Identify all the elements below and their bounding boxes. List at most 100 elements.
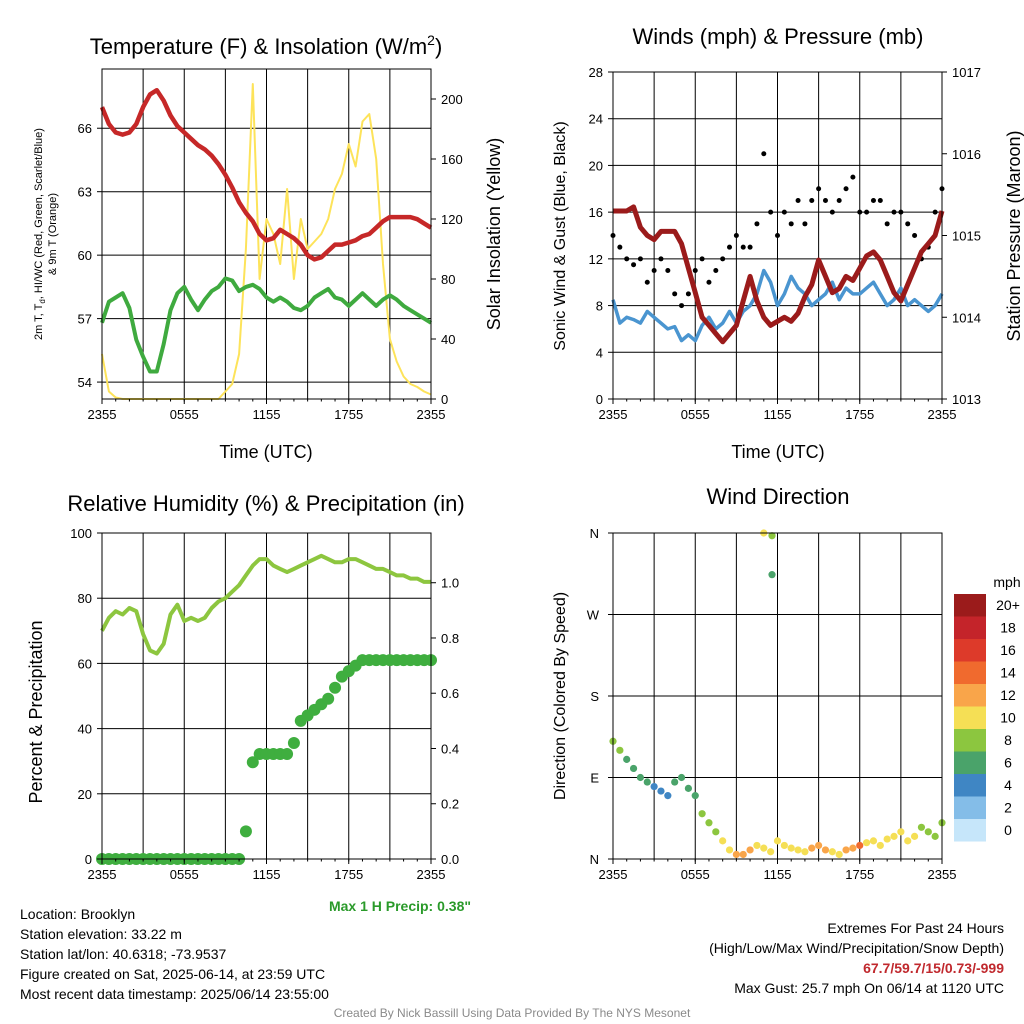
gust-point bbox=[795, 197, 801, 203]
legend-swatch bbox=[954, 639, 986, 662]
gust-point bbox=[651, 268, 657, 274]
direction-point bbox=[821, 846, 830, 854]
extremes-info: Extremes For Past 24 Hours (High/Low/Max… bbox=[709, 918, 1004, 998]
y-tick-label: 0 bbox=[596, 392, 603, 407]
x-tick-label: 1755 bbox=[334, 407, 363, 422]
humidity-ticks: 2355 0555 1155 1755 23550204060801000.00.20.… bbox=[70, 526, 459, 882]
direction-point bbox=[746, 846, 754, 854]
gust-point bbox=[754, 221, 760, 227]
y-tick-label: N bbox=[590, 852, 599, 867]
direction-point bbox=[671, 778, 679, 786]
gust-point bbox=[877, 197, 883, 203]
y2-tick-label: 40 bbox=[441, 332, 455, 347]
gust-point bbox=[740, 244, 746, 250]
x-tick-label: 2355 bbox=[599, 407, 628, 422]
gust-point bbox=[665, 268, 671, 274]
x-tick-label: 1755 bbox=[334, 867, 363, 882]
x-tick-label: 2355 bbox=[88, 407, 117, 422]
legend-label: 14 bbox=[1000, 665, 1016, 681]
gust-point bbox=[857, 209, 863, 215]
direction-point bbox=[650, 782, 658, 791]
x-tick-label: 1155 bbox=[253, 407, 281, 422]
direction-point bbox=[739, 850, 747, 859]
y-tick-label: N bbox=[590, 526, 599, 541]
gust-point bbox=[644, 279, 650, 285]
humidity-ylabel: Percent & Precipitation bbox=[26, 620, 46, 803]
direction-point bbox=[691, 792, 699, 800]
temperature-ylabel-line2: & 9m T (Orange) bbox=[47, 193, 59, 275]
y2-tick-label: 0.4 bbox=[441, 741, 459, 756]
direction-point bbox=[842, 846, 850, 854]
legend-swatch bbox=[954, 594, 986, 617]
temperature-ylabel: 2m T, Td, HI/WC (Red, Green, Scarlet/Blu… bbox=[33, 128, 47, 340]
gust-point bbox=[775, 233, 780, 238]
gust-point bbox=[884, 221, 890, 227]
direction-point bbox=[712, 828, 720, 836]
x-tick-label: 0555 bbox=[170, 407, 199, 422]
direction-grid bbox=[613, 532, 942, 860]
winds-panel: Winds (mph) & Pressure (mb) 2355 0555 1155… bbox=[552, 24, 1024, 462]
temperature-grid bbox=[102, 69, 431, 399]
gust-point bbox=[912, 233, 918, 238]
latlon-text: Station lat/lon: 40.6318; -73.9537 bbox=[20, 946, 227, 962]
legend-label: 16 bbox=[1000, 642, 1016, 658]
location-text: Location: Brooklyn bbox=[20, 906, 136, 922]
direction-point bbox=[773, 837, 782, 845]
direction-point bbox=[924, 828, 932, 836]
x-tick-label: 0555 bbox=[681, 867, 710, 882]
direction-panel: Wind Direction 2355 0555 1155 1755 2355NESWN… bbox=[552, 484, 1021, 882]
direction-point bbox=[698, 810, 706, 818]
legend-swatch bbox=[954, 796, 986, 819]
direction-point bbox=[910, 832, 919, 840]
x-tick-label: 2355 bbox=[88, 867, 117, 882]
humidity-title: Relative Humidity (%) & Precipitation (i… bbox=[67, 491, 464, 516]
direction-point bbox=[664, 792, 672, 800]
gust-point bbox=[617, 244, 623, 250]
direction-point bbox=[643, 778, 651, 786]
gust-point bbox=[761, 151, 767, 157]
direction-point bbox=[815, 841, 823, 850]
x-tick-label: 1755 bbox=[845, 407, 874, 422]
legend-swatch bbox=[954, 706, 986, 729]
y-tick-label: 8 bbox=[596, 299, 603, 314]
direction-point bbox=[801, 848, 809, 856]
legend-label: 4 bbox=[1004, 777, 1012, 793]
y2-tick-label: 200 bbox=[441, 92, 463, 107]
winds-title: Winds (mph) & Pressure (mb) bbox=[633, 24, 924, 49]
gust-point bbox=[624, 256, 630, 262]
direction-point bbox=[917, 823, 926, 831]
direction-point bbox=[705, 819, 713, 827]
legend-label: 10 bbox=[1000, 710, 1016, 726]
legend-swatch bbox=[954, 616, 986, 639]
wind-line bbox=[611, 268, 944, 343]
gust-point bbox=[713, 268, 719, 274]
gust-point bbox=[836, 197, 842, 203]
direction-point bbox=[869, 837, 878, 845]
y-tick-label: 16 bbox=[589, 205, 603, 220]
y2-tick-label: 0.2 bbox=[441, 797, 459, 812]
direction-point bbox=[931, 832, 939, 840]
x-tick-label: 1155 bbox=[764, 407, 792, 422]
precip-point bbox=[322, 692, 335, 705]
temperature-line bbox=[99, 87, 433, 262]
legend-swatch bbox=[954, 661, 986, 684]
legend-swatch bbox=[954, 819, 986, 842]
y-tick-label: 80 bbox=[78, 591, 92, 606]
direction-point bbox=[856, 841, 864, 850]
y-tick-label: W bbox=[587, 608, 600, 623]
y-tick-label: 0 bbox=[85, 852, 92, 867]
direction-point bbox=[725, 846, 734, 854]
gust-point bbox=[864, 209, 870, 215]
humidity-panel: Relative Humidity (%) & Precipitation (i… bbox=[26, 491, 471, 914]
legend-label: 6 bbox=[1004, 755, 1012, 771]
y2-tick-label: 1015 bbox=[952, 229, 981, 244]
x-tick-label: 2355 bbox=[928, 867, 957, 882]
y2-tick-label: 1014 bbox=[952, 310, 981, 325]
max-gust-text: Max Gust: 25.7 mph On 06/14 at 1120 UTC bbox=[734, 980, 1004, 996]
winds-ylabel: Sonic Wind & Gust (Blue, Black) bbox=[552, 121, 569, 350]
station-info: Location: Brooklyn Station elevation: 33… bbox=[20, 904, 329, 1004]
direction-point bbox=[760, 844, 768, 852]
winds-series bbox=[610, 151, 945, 345]
y-tick-label: 57 bbox=[78, 312, 92, 327]
temperature-xlabel: Time (UTC) bbox=[219, 442, 312, 462]
